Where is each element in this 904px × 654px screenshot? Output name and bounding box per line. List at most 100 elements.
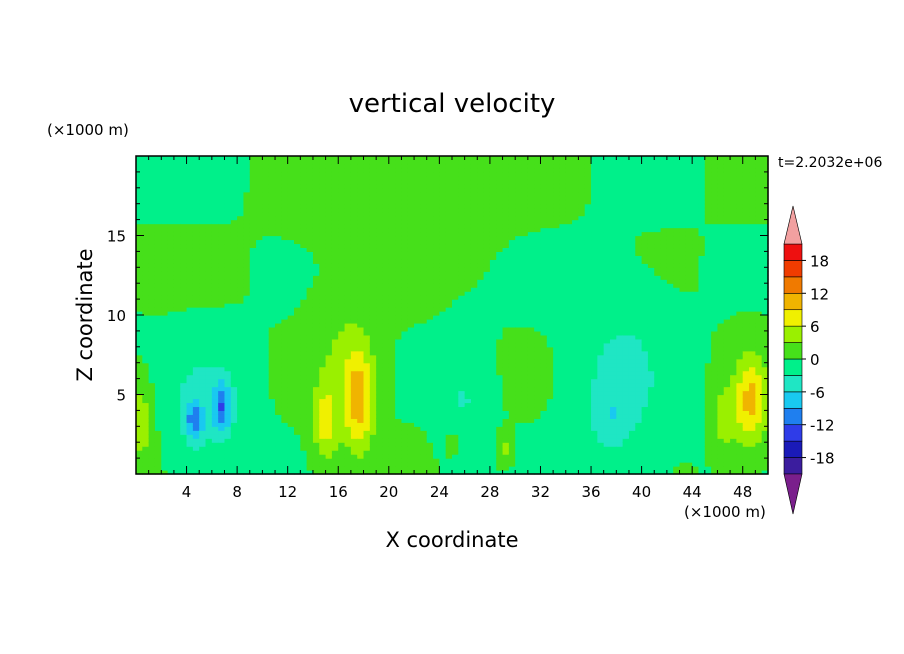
heatmap-cell	[319, 446, 327, 451]
heatmap-cell	[521, 231, 529, 237]
heatmap-cell	[287, 450, 295, 455]
heatmap-cell	[211, 378, 219, 384]
heatmap-cell	[294, 430, 301, 435]
heatmap-cell	[294, 247, 301, 252]
heatmap-cell	[312, 179, 320, 185]
heatmap-cell	[205, 346, 213, 352]
heatmap-cell	[205, 175, 213, 181]
heatmap-cell	[521, 219, 529, 225]
heatmap-cell	[300, 156, 308, 161]
heatmap-cell	[186, 454, 194, 459]
heatmap-cell	[211, 223, 219, 229]
heatmap-cell	[369, 338, 377, 344]
heatmap-cell	[173, 406, 181, 411]
heatmap-cell	[136, 370, 143, 376]
heatmap-cell	[483, 287, 491, 292]
heatmap-cell	[515, 394, 523, 400]
heatmap-cell	[192, 382, 200, 388]
heatmap-cell	[281, 366, 289, 372]
heatmap-cell	[243, 311, 251, 316]
heatmap-cell	[256, 279, 263, 284]
heatmap-cell	[344, 167, 352, 173]
heatmap-cell	[294, 167, 301, 173]
heatmap-cell	[407, 418, 415, 423]
heatmap-cell	[395, 338, 403, 344]
heatmap-cell	[426, 322, 434, 328]
heatmap-cell	[502, 295, 510, 300]
heatmap-cell	[148, 434, 156, 439]
heatmap-cell	[382, 223, 390, 229]
heatmap-cell	[527, 378, 535, 384]
heatmap-cell	[211, 159, 219, 165]
heatmap-cell	[218, 159, 226, 165]
heatmap-cell	[458, 470, 466, 475]
heatmap-cell	[445, 279, 453, 284]
heatmap-cell	[350, 370, 358, 376]
heatmap-cell	[199, 263, 207, 268]
heatmap-cell	[496, 454, 504, 459]
heatmap-cell	[218, 414, 226, 419]
heatmap-cell	[173, 263, 181, 268]
heatmap-cell	[180, 362, 188, 368]
heatmap-cell	[401, 318, 409, 324]
heatmap-cell	[483, 446, 491, 451]
heatmap-cell	[433, 295, 440, 300]
heatmap-cell	[275, 402, 282, 408]
heatmap-cell	[136, 454, 143, 459]
heatmap-cell	[180, 442, 188, 447]
heatmap-cell	[445, 271, 453, 276]
heatmap-cell	[186, 303, 194, 308]
heatmap-cell	[401, 454, 409, 459]
heatmap-cell	[230, 275, 238, 280]
heatmap-cell	[496, 271, 504, 276]
heatmap-cell	[218, 255, 226, 260]
heatmap-cell	[407, 215, 415, 221]
heatmap-cell	[325, 318, 333, 324]
heatmap-cell	[331, 430, 339, 435]
heatmap-cell	[369, 346, 377, 352]
heatmap-cell	[319, 203, 327, 209]
heatmap-cell	[502, 259, 510, 264]
heatmap-cell	[363, 326, 371, 332]
heatmap-cell	[306, 458, 314, 463]
heatmap-cell	[136, 346, 143, 352]
heatmap-cell	[243, 394, 251, 400]
heatmap-cell	[388, 231, 396, 237]
heatmap-cell	[382, 326, 390, 332]
heatmap-cell	[439, 354, 447, 360]
heatmap-cell	[445, 303, 453, 308]
heatmap-cell	[407, 414, 415, 419]
heatmap-cell	[426, 156, 434, 161]
heatmap-cell	[294, 338, 301, 344]
heatmap-cell	[262, 330, 270, 336]
heatmap-cell	[268, 454, 276, 459]
heatmap-cell	[281, 187, 289, 193]
heatmap-cell	[357, 378, 365, 384]
heatmap-cell	[319, 187, 327, 193]
heatmap-cell	[508, 438, 516, 443]
heatmap-cell	[180, 402, 188, 408]
heatmap-cell	[388, 410, 396, 415]
heatmap-cell	[287, 330, 295, 336]
heatmap-cell	[452, 398, 459, 404]
heatmap-cell	[527, 354, 535, 360]
heatmap-cell	[312, 466, 320, 471]
heatmap-cell	[161, 211, 169, 217]
heatmap-cell	[287, 307, 295, 312]
heatmap-cell	[161, 362, 169, 368]
heatmap-cell	[249, 374, 257, 380]
heatmap-cell	[331, 402, 339, 408]
heatmap-cell	[186, 370, 194, 376]
heatmap-cell	[401, 334, 409, 340]
heatmap-cell	[452, 378, 459, 384]
heatmap-cell	[515, 342, 523, 348]
heatmap-cell	[477, 156, 485, 161]
heatmap-cell	[344, 342, 352, 348]
heatmap-cell	[167, 167, 175, 173]
heatmap-cell	[502, 354, 510, 360]
heatmap-cell	[382, 350, 390, 356]
heatmap-cell	[515, 243, 523, 249]
heatmap-cell	[401, 311, 409, 316]
heatmap-cell	[294, 263, 301, 268]
heatmap-cell	[281, 303, 289, 308]
